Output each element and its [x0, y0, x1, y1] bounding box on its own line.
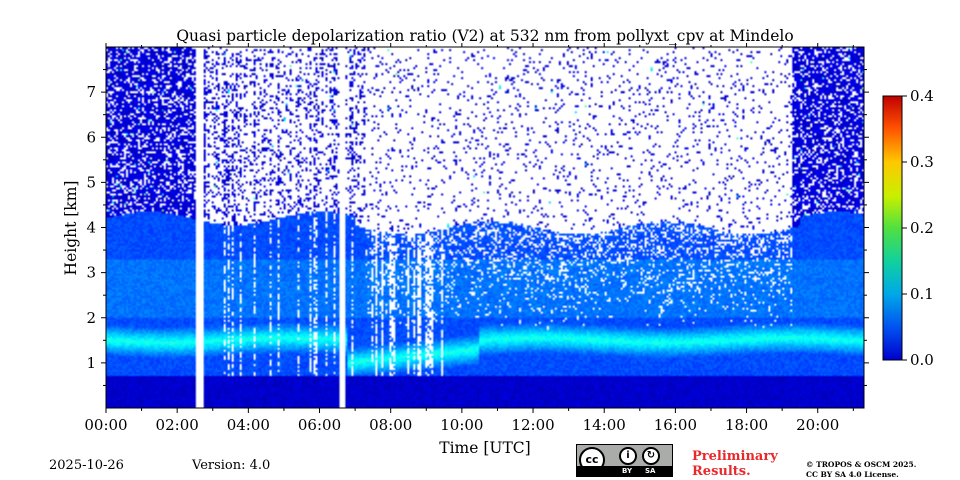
cc-license-badge: cc i ↻ BY SA [576, 444, 673, 477]
preliminary-text: Preliminary Results. [692, 449, 778, 479]
colorbar-tick-label: 0.3 [910, 153, 934, 171]
colorbar [882, 95, 903, 361]
colorbar-ticks: 0.0 0.1 0.2 0.3 0.4 [902, 87, 934, 369]
license-line-2: CC BY SA 4.0 License. [806, 470, 899, 479]
colorbar-tick-label: 0.2 [910, 219, 934, 237]
preliminary-results-note: Preliminary Results. [692, 449, 784, 479]
heatmap-area [106, 47, 864, 408]
x-tick-label: 00:00 [84, 416, 127, 434]
heatmap-image [106, 47, 864, 408]
cc-by-label: BY [622, 467, 633, 475]
x-tick-label: 06:00 [298, 416, 341, 434]
x-axis-label: Time [UTC] [439, 439, 530, 457]
y-tick-label: 6 [86, 128, 96, 146]
cc-badge-strip [577, 466, 672, 476]
x-tick-label: 14:00 [583, 416, 626, 434]
x-tick-label: 12:00 [511, 416, 554, 434]
date-label: 2025-10-26 [49, 458, 124, 473]
version-label: Version: 4.0 [192, 458, 271, 473]
x-tick-label: 18:00 [725, 416, 768, 434]
cc-sa-label: SA [645, 467, 656, 475]
y-axis: 1 2 3 4 5 6 7 [86, 69, 869, 386]
y-tick-label: 4 [86, 219, 96, 237]
y-tick-label: 5 [86, 173, 96, 191]
y-axis-label: Height [km] [62, 181, 80, 276]
colorbar-tick-label: 0.4 [910, 87, 934, 105]
x-tick-label: 02:00 [156, 416, 199, 434]
chart-title: Quasi particle depolarization ratio (V2)… [176, 27, 793, 45]
x-tick-label: 10:00 [440, 416, 483, 434]
y-tick-label: 1 [86, 354, 96, 372]
y-tick-label: 3 [86, 264, 96, 282]
x-tick-label: 04:00 [227, 416, 270, 434]
x-tick-label: 20:00 [796, 416, 839, 434]
sa-share-icon: ↻ [642, 447, 660, 465]
y-tick-label: 7 [86, 83, 96, 101]
license-text: © TROPOS & OSCM 2025. CC BY SA 4.0 Licen… [806, 460, 916, 480]
y-tick-label: 2 [86, 309, 96, 327]
license-line-1: © TROPOS & OSCM 2025. [806, 460, 917, 469]
colorbar-tick-label: 0.1 [910, 285, 934, 303]
by-person-icon: i [619, 447, 637, 465]
x-tick-label: 08:00 [369, 416, 412, 434]
x-axis: 00:00 02:00 04:00 06:00 08:00 10:00 12:00 14:00… [84, 43, 854, 434]
colorbar-tick-label: 0.0 [910, 351, 934, 369]
x-tick-label: 16:00 [654, 416, 697, 434]
